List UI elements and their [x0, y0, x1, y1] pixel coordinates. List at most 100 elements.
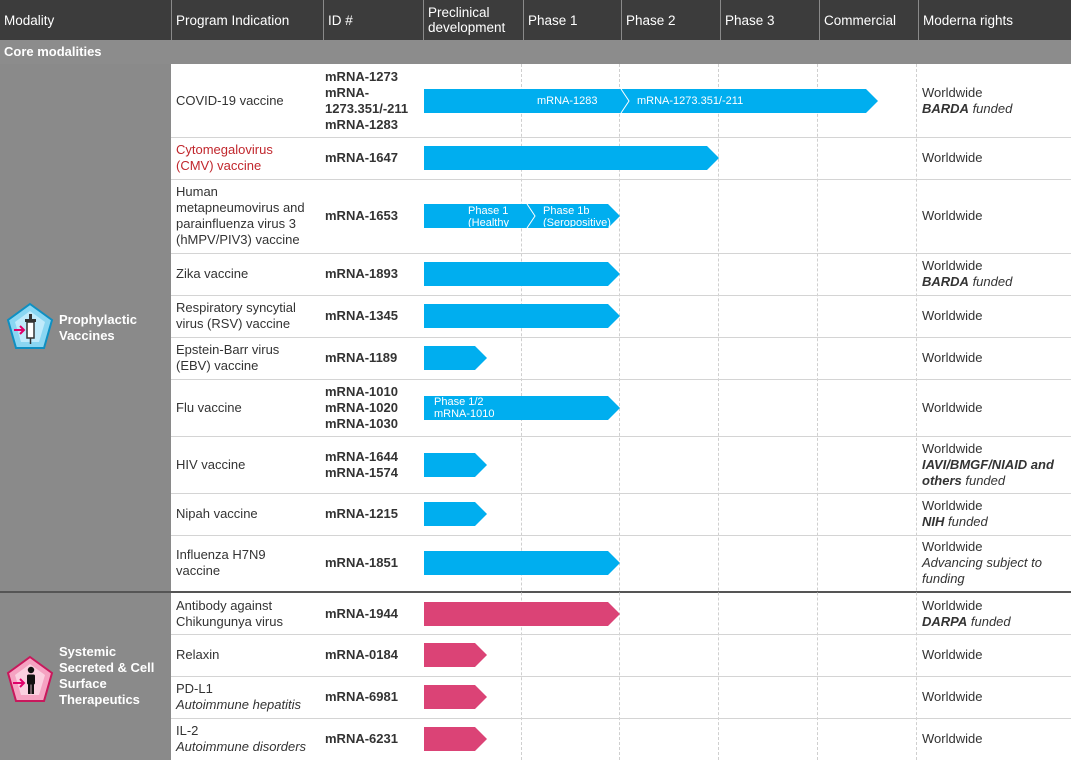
- program-id: mRNA-1010 mRNA-1020 mRNA-1030: [325, 384, 421, 432]
- header-preclinical-development: Preclinical development: [428, 5, 506, 35]
- moderna-rights: Worldwide Advancing subject to funding: [922, 539, 1068, 587]
- header-separator: [523, 0, 524, 40]
- program-indication[interactable]: Cytomegalovirus (CMV) vaccine: [176, 142, 320, 174]
- program-id: mRNA-1345: [325, 308, 421, 324]
- indication-subtitle: Autoimmune disorders: [176, 739, 307, 754]
- header-separator: [171, 0, 172, 40]
- program-id: mRNA-1653: [325, 208, 421, 224]
- funder-name: IAVI/BMGF/NIAID and others: [922, 457, 1054, 488]
- moderna-rights: Worldwide: [922, 308, 1068, 324]
- progress-bar: [424, 685, 487, 709]
- progress-bar: [424, 304, 620, 328]
- program-id-value: mRNA-1283: [325, 117, 398, 132]
- program-id: mRNA-6231: [325, 731, 421, 747]
- modality-systemic-therapeutics: Systemic Secreted & Cell Surface Therape…: [0, 593, 171, 760]
- rights-region: Worldwide: [922, 498, 983, 513]
- row-separator: [171, 535, 1071, 536]
- row-separator: [171, 337, 1071, 338]
- program-indication: Influenza H7N9 vaccine: [176, 547, 320, 579]
- rights-region: Worldwide: [922, 441, 983, 456]
- row-separator: [171, 295, 1071, 296]
- moderna-rights: Worldwide DARPA funded: [922, 598, 1068, 630]
- program-id-value: mRNA-1215: [325, 506, 398, 521]
- progress-arrow: [424, 643, 487, 667]
- moderna-rights: Worldwide BARDA funded: [922, 85, 1068, 117]
- program-id-value: mRNA-0184: [325, 647, 398, 662]
- bar-label: Phase 1 (Healthy volunteers): [468, 205, 509, 227]
- program-id-value: mRNA-1273: [325, 69, 398, 84]
- program-id: mRNA-1851: [325, 555, 421, 571]
- rights-region: Worldwide: [922, 731, 983, 746]
- moderna-rights: Worldwide IAVI/BMGF/NIAID and others fund…: [922, 441, 1068, 489]
- progress-bar: [424, 602, 620, 626]
- progress-bar: [424, 396, 620, 420]
- funding-suffix: funded: [967, 614, 1011, 629]
- program-id-value: mRNA-1345: [325, 308, 398, 323]
- indication-label: PD-L1: [176, 681, 213, 696]
- row-separator: [171, 676, 1071, 677]
- progress-bar: [424, 727, 487, 751]
- program-id-value: mRNA-6981: [325, 689, 398, 704]
- program-id-value: mRNA-1189: [325, 350, 398, 365]
- rights-funding: DARPA funded: [922, 614, 1068, 630]
- row-separator: [171, 179, 1071, 180]
- funding-suffix: funded: [961, 473, 1006, 488]
- program-indication: Antibody against Chikungunya virus: [176, 598, 320, 630]
- header-phase-2: Phase 2: [626, 12, 676, 28]
- program-id: mRNA-6981: [325, 689, 421, 705]
- indication-label: Flu vaccine: [176, 400, 242, 415]
- table-row: Relaxin mRNA-0184 Worldwide: [171, 634, 1071, 676]
- bar-label: Phase 1/2 mRNA-1010: [434, 396, 495, 420]
- program-indication: IL-2 Autoimmune disorders: [176, 723, 320, 755]
- progress-arrow: [424, 551, 620, 575]
- header-phase-3: Phase 3: [725, 12, 775, 28]
- rights-region: Worldwide: [922, 258, 983, 273]
- phase-gridline: [817, 64, 818, 760]
- program-id-value: mRNA-1010: [325, 384, 398, 399]
- bar-label: mRNA-1273.351/-211: [637, 95, 744, 107]
- rights-region: Worldwide: [922, 647, 983, 662]
- phase-chevron: [620, 89, 630, 113]
- funder-name: NIH: [922, 514, 945, 529]
- program-indication: Human metapneumovirus and parainfluenza …: [176, 184, 320, 248]
- indication-label: COVID-19 vaccine: [176, 93, 284, 108]
- indication-label: Antibody against Chikungunya virus: [176, 598, 283, 629]
- table-row: Respiratory syncytial virus (RSV) vaccin…: [171, 295, 1071, 337]
- section-core-modalities: Core modalities: [0, 40, 1071, 64]
- program-id: mRNA-1647: [325, 150, 421, 166]
- row-separator: [171, 634, 1071, 635]
- rights-region: Worldwide: [922, 208, 983, 223]
- rights-region: Worldwide: [922, 689, 983, 704]
- header-separator: [323, 0, 324, 40]
- program-id: mRNA-1944: [325, 606, 421, 622]
- program-id: mRNA-1215: [325, 506, 421, 522]
- phase-gridline: [718, 64, 719, 760]
- moderna-rights: Worldwide: [922, 350, 1068, 366]
- indication-label: Cytomegalovirus (CMV) vaccine: [176, 142, 273, 173]
- program-id-value: mRNA-1944: [325, 606, 398, 621]
- progress-bar: [424, 262, 620, 286]
- header-separator: [819, 0, 820, 40]
- indication-label: Epstein-Barr virus (EBV) vaccine: [176, 342, 280, 373]
- funding-suffix: funded: [968, 274, 1013, 289]
- moderna-rights: Worldwide NIH funded: [922, 498, 1068, 530]
- program-indication: HIV vaccine: [176, 457, 320, 473]
- indication-label: IL-2: [176, 723, 199, 738]
- modality-prophylactic-vaccines: Prophylactic Vaccines: [0, 64, 171, 591]
- progress-arrow: [424, 727, 487, 751]
- phase-gridline: [916, 64, 917, 760]
- progress-arrow: [424, 453, 487, 477]
- table-row: Epstein-Barr virus (EBV) vaccine mRNA-118…: [171, 337, 1071, 379]
- progress-bar: [424, 346, 487, 370]
- modality-label: Systemic Secreted & Cell Surface Therape…: [59, 644, 155, 707]
- table-row: IL-2 Autoimmune disorders mRNA-6231 Worldwi…: [171, 718, 1071, 760]
- moderna-rights: Worldwide: [922, 150, 1068, 166]
- rights-note: Advancing subject to funding: [922, 555, 1042, 586]
- rights-region: Worldwide: [922, 350, 983, 365]
- rights-region: Worldwide: [922, 598, 983, 613]
- row-separator: [171, 493, 1071, 494]
- program-id-value: mRNA-1893: [325, 266, 398, 281]
- funder-name: BARDA: [922, 101, 969, 116]
- row-separator: [171, 253, 1071, 254]
